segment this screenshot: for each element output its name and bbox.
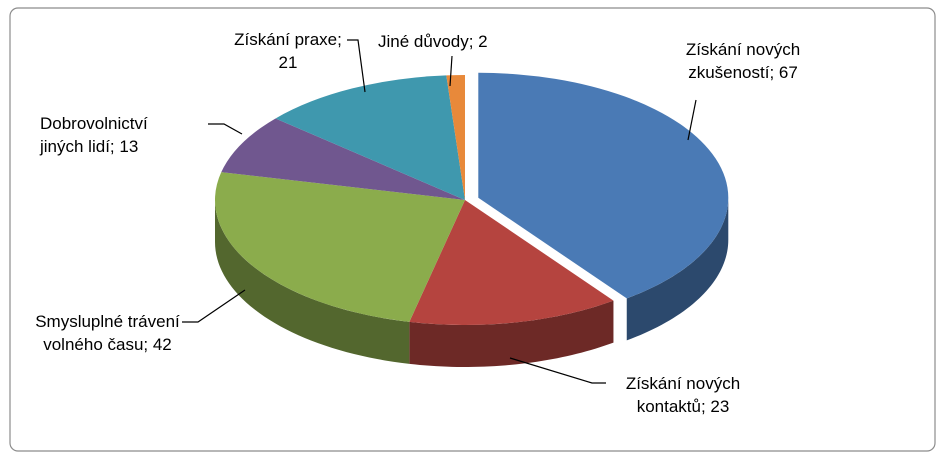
slice-side — [409, 300, 614, 367]
leader-lines — [182, 39, 697, 384]
leader-line — [208, 123, 243, 135]
slice — [409, 200, 614, 325]
leader-line — [347, 39, 366, 93]
leader-line — [509, 357, 606, 384]
slice — [221, 118, 465, 200]
data-label: Smysluplné trávení volného času; 42 — [35, 312, 180, 354]
pie-tops — [214, 72, 729, 325]
data-label: Získání praxe; 21 — [234, 30, 342, 72]
slice — [446, 75, 465, 200]
leader-line — [449, 55, 453, 87]
slice-side — [215, 200, 410, 364]
data-label: Dobrovolnictví jiných lidí; 13 — [40, 114, 148, 156]
slice-side — [626, 197, 729, 341]
leader-line — [687, 99, 697, 141]
slice — [275, 75, 465, 200]
slice — [478, 72, 729, 299]
pie-sides — [215, 197, 729, 367]
data-label: Získání nových zkušeností; 67 — [685, 40, 801, 82]
slice — [214, 172, 465, 322]
leader-line — [182, 289, 246, 323]
data-label: Získání nových kontaktů; 23 — [625, 374, 741, 416]
data-label: Jiné důvody; 2 — [378, 32, 488, 51]
